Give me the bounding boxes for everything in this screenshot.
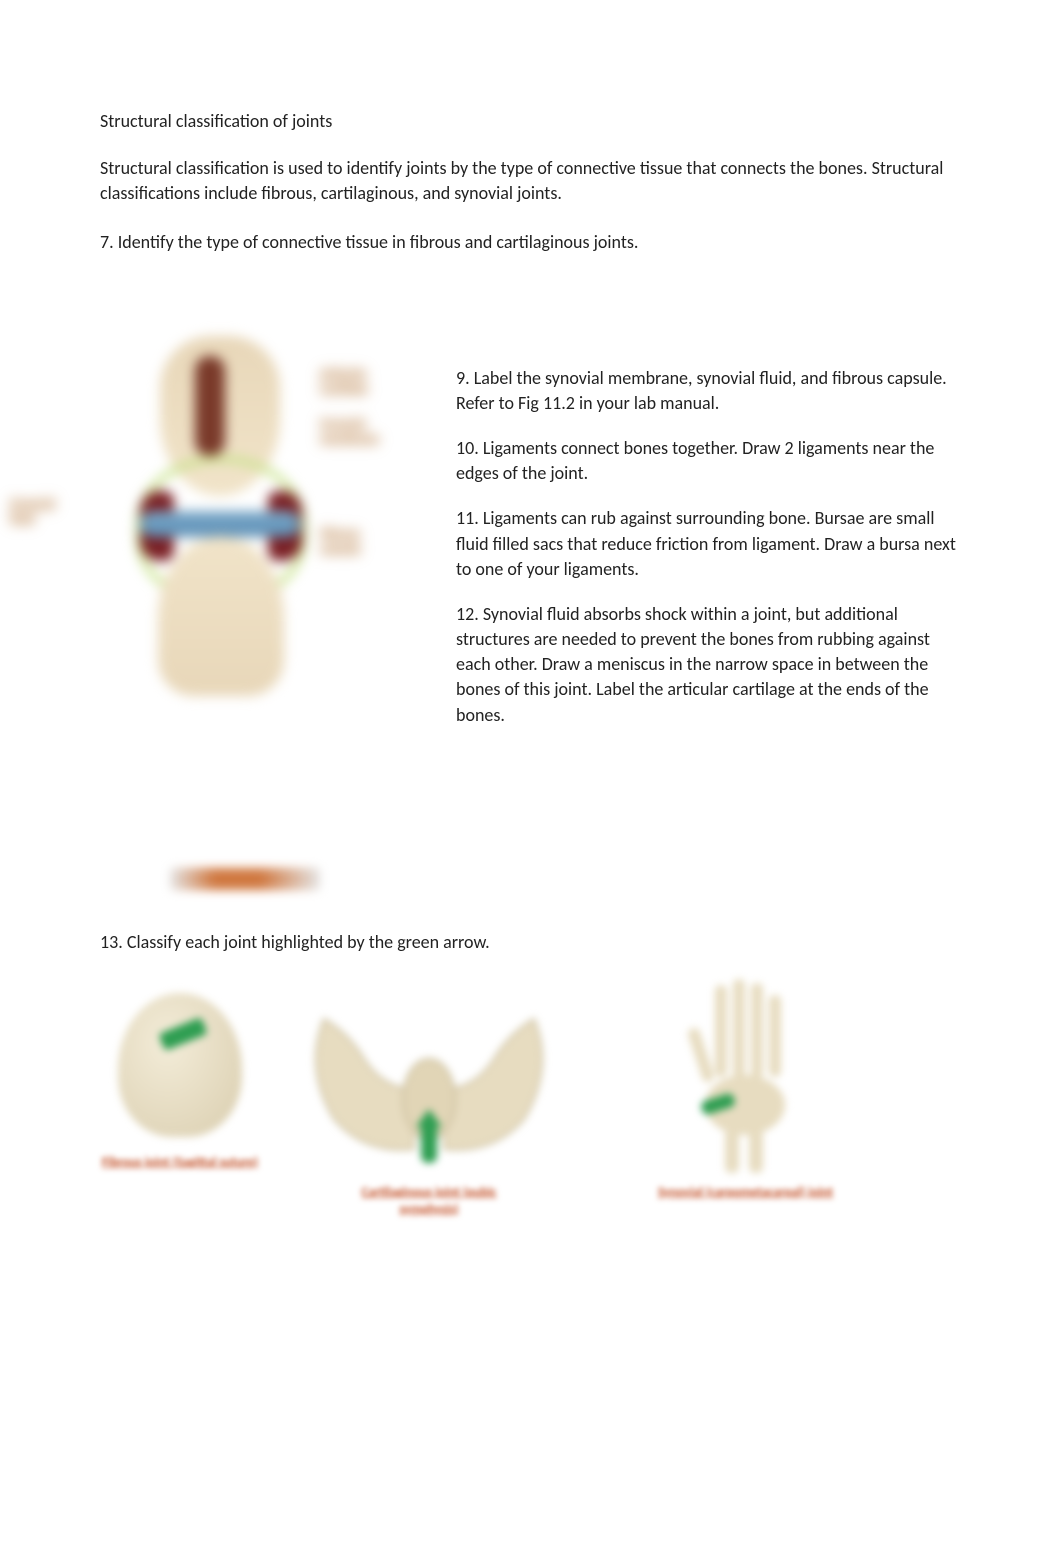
question-9: 9. Label the synovial membrane, synovial… (456, 366, 962, 416)
hand-svg (671, 979, 821, 1179)
intro-paragraph: Structural classification is used to ide… (100, 156, 962, 206)
question-11: 11. Ligaments can rub against surroundin… (456, 506, 962, 582)
question-13-images-row: Fibrous joint (Sagittal suture) Cartilag… (100, 979, 962, 1219)
q13-skull-item: Fibrous joint (Sagittal suture) (100, 979, 260, 1172)
skull-caption: Fibrous joint (Sagittal suture) (102, 1155, 258, 1172)
question-12: 12. Synovial fluid absorbs shock within … (456, 602, 962, 728)
question-13: 13. Classify each joint highlighted by t… (100, 930, 962, 955)
skull-shape (118, 993, 242, 1137)
diagram-column: Articular Cartilage Synovial membrane Fi… (100, 336, 420, 748)
blurred-strip (170, 868, 320, 890)
q13-pelvis-item: Cartilaginous joint (pubic symphysis) (294, 979, 564, 1219)
question-7: 7. Identify the type of connective tissu… (100, 230, 962, 255)
question-10: 10. Ligaments connect bones together. Dr… (456, 436, 962, 486)
lower-bone-shape (158, 536, 284, 696)
questions-column: 9. Label the synovial membrane, synovial… (456, 336, 962, 748)
q13-hand-item: Synovial (carpometacarpal) joint (658, 979, 833, 1202)
diagram-label-side: Synovial fluid (10, 496, 80, 526)
diagram-and-questions-row: Articular Cartilage Synovial membrane Fi… (100, 336, 962, 748)
hand-thumbnail (671, 979, 821, 1179)
pelvis-thumbnail (294, 979, 564, 1179)
pelvis-caption: Cartilaginous joint (pubic symphysis) (339, 1185, 519, 1219)
upper-bone-marrow (195, 356, 225, 456)
skull-thumbnail (100, 979, 260, 1149)
pelvis-svg (294, 979, 564, 1179)
synovial-gap (140, 511, 300, 537)
document-page: Structural classification of joints Stru… (0, 0, 1062, 1279)
section-heading: Structural classification of joints (100, 110, 962, 132)
diagram-label-3: Fibrous capsule (320, 526, 400, 556)
diagram-label-1: Articular Cartilage (320, 366, 400, 396)
diagram-label-2: Synovial membrane (320, 416, 400, 446)
hand-caption: Synovial (carpometacarpal) joint (658, 1185, 833, 1202)
synovial-joint-diagram: Articular Cartilage Synovial membrane Fi… (40, 336, 360, 716)
